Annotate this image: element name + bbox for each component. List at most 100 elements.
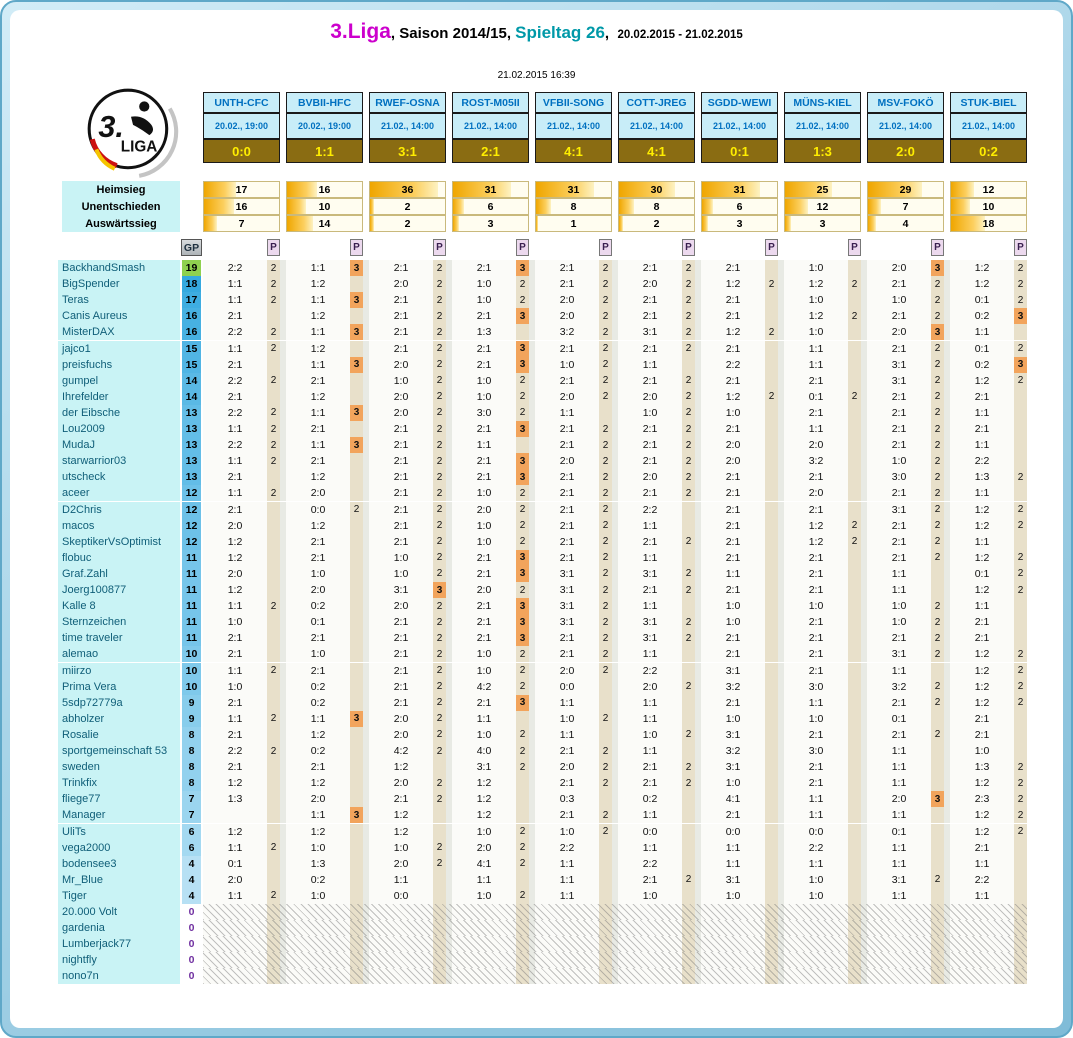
points-cell: [848, 839, 861, 856]
prediction-cell: 2:1: [618, 759, 682, 776]
points-cell: [682, 823, 695, 840]
column-gap: [778, 823, 784, 840]
prediction-cell: 2:1: [950, 614, 1014, 631]
prediction-cell: 1:1: [203, 598, 267, 615]
points-cell: [350, 582, 363, 599]
stat-cell: 36: [369, 181, 446, 198]
points-cell: 2: [433, 710, 446, 727]
column-gap: [363, 501, 369, 518]
points-cell: [1014, 726, 1027, 743]
column-gap: [280, 549, 286, 566]
points-cell: [350, 517, 363, 534]
prediction-cell: 2:1: [618, 421, 682, 438]
prediction-cell: 2:1: [784, 726, 848, 743]
points-cell: 2: [682, 421, 695, 438]
prediction-cell: 2:1: [784, 469, 848, 486]
points-cell: [1014, 952, 1027, 969]
column-gap: [612, 630, 618, 647]
stat-bar: [619, 182, 676, 197]
player-row: gardenia 0: [58, 920, 1027, 937]
prediction-cell: [618, 904, 682, 921]
points-cell: 2: [433, 501, 446, 518]
points-cell: 3: [516, 453, 529, 470]
points-cell: [267, 920, 280, 937]
column-gap: [446, 630, 452, 647]
points-cell: [350, 598, 363, 615]
column-gap: [612, 276, 618, 293]
points-cell: [267, 807, 280, 824]
stat-value: 8: [653, 200, 660, 213]
prediction-cell: 1:1: [950, 855, 1014, 872]
player-row: 5sdp72779a 9 2:1 0:2 2:1 2 2:1 3 1:1 1:1 2:1 1:1 2:1…: [58, 694, 1027, 711]
prediction-cell: 1:1: [286, 324, 350, 341]
prediction-cell: 3:2: [701, 743, 765, 760]
prediction-cell: 1:0: [286, 887, 350, 904]
prediction-cell: 1:1: [867, 565, 931, 582]
points-cell: 2: [599, 308, 612, 325]
p-header: P: [682, 239, 695, 256]
points-cell: [848, 920, 861, 937]
prediction-cell: 2:1: [784, 501, 848, 518]
column-gap: [363, 678, 369, 695]
points-cell: [848, 775, 861, 792]
stat-cell: 8: [535, 198, 612, 215]
points-cell: [1014, 485, 1027, 502]
match-teams: BVBII-HFC: [286, 92, 363, 113]
player-name: bodensee3: [58, 855, 180, 872]
column-gap: [944, 308, 950, 325]
points-cell: [765, 356, 778, 373]
points-cell: 3: [931, 260, 944, 277]
column-gap: [695, 887, 701, 904]
points-cell: [931, 743, 944, 760]
points-cell: 2: [433, 565, 446, 582]
prediction-cell: 2:1: [618, 372, 682, 389]
prediction-cell: 0:0: [701, 823, 765, 840]
prediction-cell: [867, 952, 931, 969]
points-cell: [350, 871, 363, 888]
column-gap: [529, 469, 535, 486]
column-gap: [861, 276, 867, 293]
column-gap: [529, 308, 535, 325]
player-gp: 16: [182, 308, 201, 325]
points-cell: [848, 582, 861, 599]
points-cell: [848, 710, 861, 727]
points-cell: 3: [350, 260, 363, 277]
points-cell: [848, 759, 861, 776]
column-gap: [446, 404, 452, 421]
column-gap: [695, 726, 701, 743]
points-cell: 3: [433, 582, 446, 599]
stat-value: 17: [235, 183, 248, 196]
column-gap: [695, 614, 701, 631]
column-gap: [861, 968, 867, 985]
match-date: 21.02., 14:00: [867, 113, 944, 139]
points-cell: [848, 501, 861, 518]
column-gap: [446, 662, 452, 679]
points-cell: [350, 743, 363, 760]
points-cell: [267, 388, 280, 405]
column-gap: [695, 694, 701, 711]
column-gap: [529, 421, 535, 438]
prediction-cell: 2:1: [203, 308, 267, 325]
prediction-cell: 2:1: [784, 662, 848, 679]
column-gap: [778, 920, 784, 937]
prediction-cell: 1:2: [286, 340, 350, 357]
points-cell: 2: [682, 678, 695, 695]
prediction-cell: 2:1: [535, 485, 599, 502]
stat-bar: [868, 199, 882, 214]
player-gp: 8: [182, 775, 201, 792]
column-gap: [280, 694, 286, 711]
points-cell: 3: [350, 437, 363, 454]
points-cell: 2: [1014, 823, 1027, 840]
points-cell: [765, 662, 778, 679]
prediction-cell: 1:2: [452, 807, 516, 824]
p-header: P: [516, 239, 529, 256]
prediction-cell: 1:0: [203, 678, 267, 695]
timestamp: 21.02.2015 16:39: [497, 70, 576, 81]
stat-cell: 16: [203, 198, 280, 215]
points-cell: [599, 839, 612, 856]
column-gap: [612, 533, 618, 550]
column-gap: [363, 759, 369, 776]
points-cell: 2: [516, 388, 529, 405]
points-cell: [350, 823, 363, 840]
prediction-cell: [286, 968, 350, 985]
